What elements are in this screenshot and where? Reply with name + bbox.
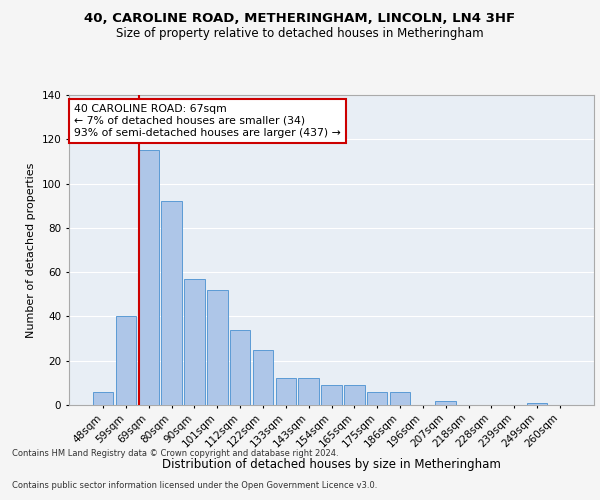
Bar: [321, 385, 342, 405]
Bar: [207, 290, 227, 405]
Bar: [344, 385, 365, 405]
Bar: [184, 279, 205, 405]
Bar: [253, 350, 273, 405]
Text: Contains public sector information licensed under the Open Government Licence v3: Contains public sector information licen…: [12, 481, 377, 490]
Bar: [139, 150, 159, 405]
Bar: [298, 378, 319, 405]
Text: Contains HM Land Registry data © Crown copyright and database right 2024.: Contains HM Land Registry data © Crown c…: [12, 448, 338, 458]
Y-axis label: Number of detached properties: Number of detached properties: [26, 162, 36, 338]
Text: 40, CAROLINE ROAD, METHERINGHAM, LINCOLN, LN4 3HF: 40, CAROLINE ROAD, METHERINGHAM, LINCOLN…: [85, 12, 515, 26]
Bar: [275, 378, 296, 405]
Text: Size of property relative to detached houses in Metheringham: Size of property relative to detached ho…: [116, 28, 484, 40]
Bar: [527, 403, 547, 405]
Bar: [436, 400, 456, 405]
Bar: [390, 392, 410, 405]
Bar: [116, 316, 136, 405]
Bar: [367, 392, 388, 405]
X-axis label: Distribution of detached houses by size in Metheringham: Distribution of detached houses by size …: [162, 458, 501, 471]
Bar: [161, 202, 182, 405]
Text: 40 CAROLINE ROAD: 67sqm
← 7% of detached houses are smaller (34)
93% of semi-det: 40 CAROLINE ROAD: 67sqm ← 7% of detached…: [74, 104, 341, 138]
Bar: [93, 392, 113, 405]
Bar: [230, 330, 250, 405]
